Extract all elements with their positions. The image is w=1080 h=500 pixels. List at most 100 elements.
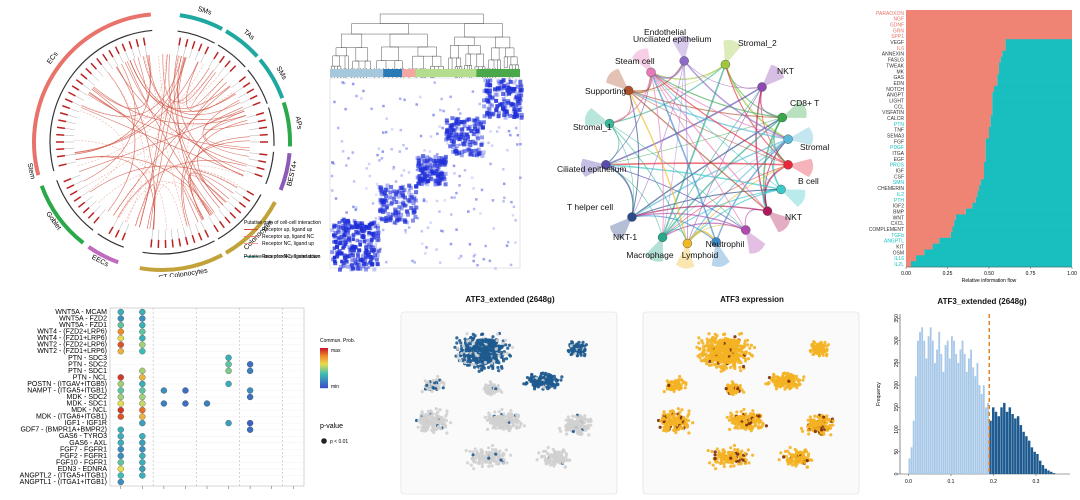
tsne-cell-point (687, 431, 691, 435)
heatmap-cell (417, 179, 422, 184)
heatmap-cell (449, 130, 454, 135)
network-edge (628, 64, 726, 92)
chord-link (124, 181, 204, 223)
tsne-cell-point (783, 380, 787, 384)
tsne-cell-point (420, 410, 424, 414)
tsne-cell-point (495, 423, 499, 427)
dotplot-dot (117, 459, 124, 466)
heatmap-cell (393, 192, 398, 197)
heatmap-cell (361, 264, 366, 269)
heatmap-cell (405, 204, 409, 207)
heatmap-cell (474, 122, 479, 127)
tsne-cell-point (739, 409, 743, 414)
heatmap-cell (497, 126, 501, 129)
dotplot-pair-label: ANGPTL1 - (ITGA1+ITGB1) (20, 479, 107, 486)
tsne-cell-point (702, 348, 707, 352)
network-node-label: Endothelial (644, 27, 686, 37)
heatmap-cell (337, 267, 342, 272)
tsne-cell-point (575, 353, 579, 357)
heatmap-cell (335, 245, 339, 250)
tsne-cell-point (583, 428, 587, 432)
heatmap-cell (433, 154, 438, 159)
tsne-cell-point (464, 343, 468, 348)
dotplot-colorbar-segment (320, 372, 328, 374)
tsne-cell-point (476, 354, 480, 358)
tsne-cell-point (472, 362, 476, 366)
chord-group-label: CT Colonocytes (158, 267, 209, 277)
network-node (601, 160, 611, 170)
heatmap-cell (414, 189, 419, 194)
tsne-cell-point (499, 415, 503, 419)
heatmap-cell (393, 191, 398, 196)
flow-bar-group1 (906, 208, 966, 215)
heatmap-cell (425, 246, 428, 249)
heatmap-cell (431, 171, 436, 176)
heatmap-cell (354, 207, 358, 211)
tsne-cell-point (441, 420, 445, 425)
tsne-cell-point (764, 424, 768, 428)
tsne-cell-point (784, 376, 788, 380)
tsne-cell-point (481, 338, 485, 342)
heatmap-cell (475, 134, 480, 139)
heatmap-cell (371, 249, 376, 254)
tsne-cell-point (542, 454, 547, 458)
heatmap-cell (370, 107, 373, 111)
heatmap-cell (438, 125, 441, 128)
heatmap-cell (342, 255, 347, 260)
heatmap-cell (458, 143, 462, 147)
tsne-cell-point (503, 338, 508, 342)
heatmap-cell (421, 154, 426, 159)
tsne-cell-point (434, 407, 438, 411)
gene-marker (121, 232, 126, 241)
tsne-cell-point (580, 432, 584, 436)
heatmap-cell (449, 242, 453, 246)
tsne-cell-point (667, 386, 671, 390)
heatmap-cell (354, 245, 358, 249)
heatmap-cell (467, 124, 472, 129)
heatmap-cell (482, 89, 487, 94)
heatmap-cell (408, 185, 413, 190)
tsne-cell-point (490, 458, 494, 462)
tsne-cell-point (730, 390, 734, 394)
heatmap-cell (498, 85, 503, 90)
heatmap-cell (516, 107, 521, 112)
heatmap-cell (403, 98, 406, 102)
heatmap-cell (405, 212, 410, 217)
heatmap-cell (471, 139, 476, 144)
flow-pathway-label: FGF (894, 139, 904, 145)
heatmap-cell (472, 123, 477, 128)
tsne-cell-point (731, 358, 735, 363)
gene-marker (96, 58, 103, 66)
dotplot-dot (139, 439, 146, 446)
heatmap-cell (519, 93, 524, 98)
tsne-cell-point (572, 344, 576, 348)
gene-label-stub (112, 218, 119, 227)
network-node-label: Steam cell (615, 56, 655, 66)
heatmap-cell (340, 259, 344, 264)
network-edge (661, 64, 727, 238)
tsne-cell-point (569, 344, 573, 348)
flow-bar-group1 (906, 109, 993, 116)
heatmap-cell (477, 150, 482, 155)
heatmap-cell (462, 149, 467, 154)
tsne-cell-point (589, 419, 593, 423)
tsne-cell-point (442, 381, 446, 385)
chord-legend-title-loss: Putative loss of cell-cell interaction (244, 254, 321, 260)
heatmap-cell (505, 88, 510, 93)
chord-inner-track (177, 30, 215, 44)
heatmap-cell (330, 174, 334, 178)
tsne-cell-point (486, 341, 491, 345)
tsne-cell-point (714, 365, 719, 369)
heatmap-cell (351, 237, 355, 242)
tsne-cell-point (471, 358, 475, 362)
flow-pathway-label: VISFATIN (882, 110, 904, 116)
flow-pathway-label: CCL (894, 104, 904, 110)
tsne-cell-point (745, 423, 749, 427)
network-edge (631, 212, 747, 231)
dotplot-pair-label: WNT4 - (FZD1+LRP6) (37, 335, 107, 342)
flow-pathway-label: ANNEXIN (882, 52, 905, 58)
network-self-loop (580, 158, 607, 178)
tsne-cell-point (740, 346, 744, 351)
tsne-cell-point (419, 417, 424, 421)
tsne-cell-point (787, 379, 791, 383)
